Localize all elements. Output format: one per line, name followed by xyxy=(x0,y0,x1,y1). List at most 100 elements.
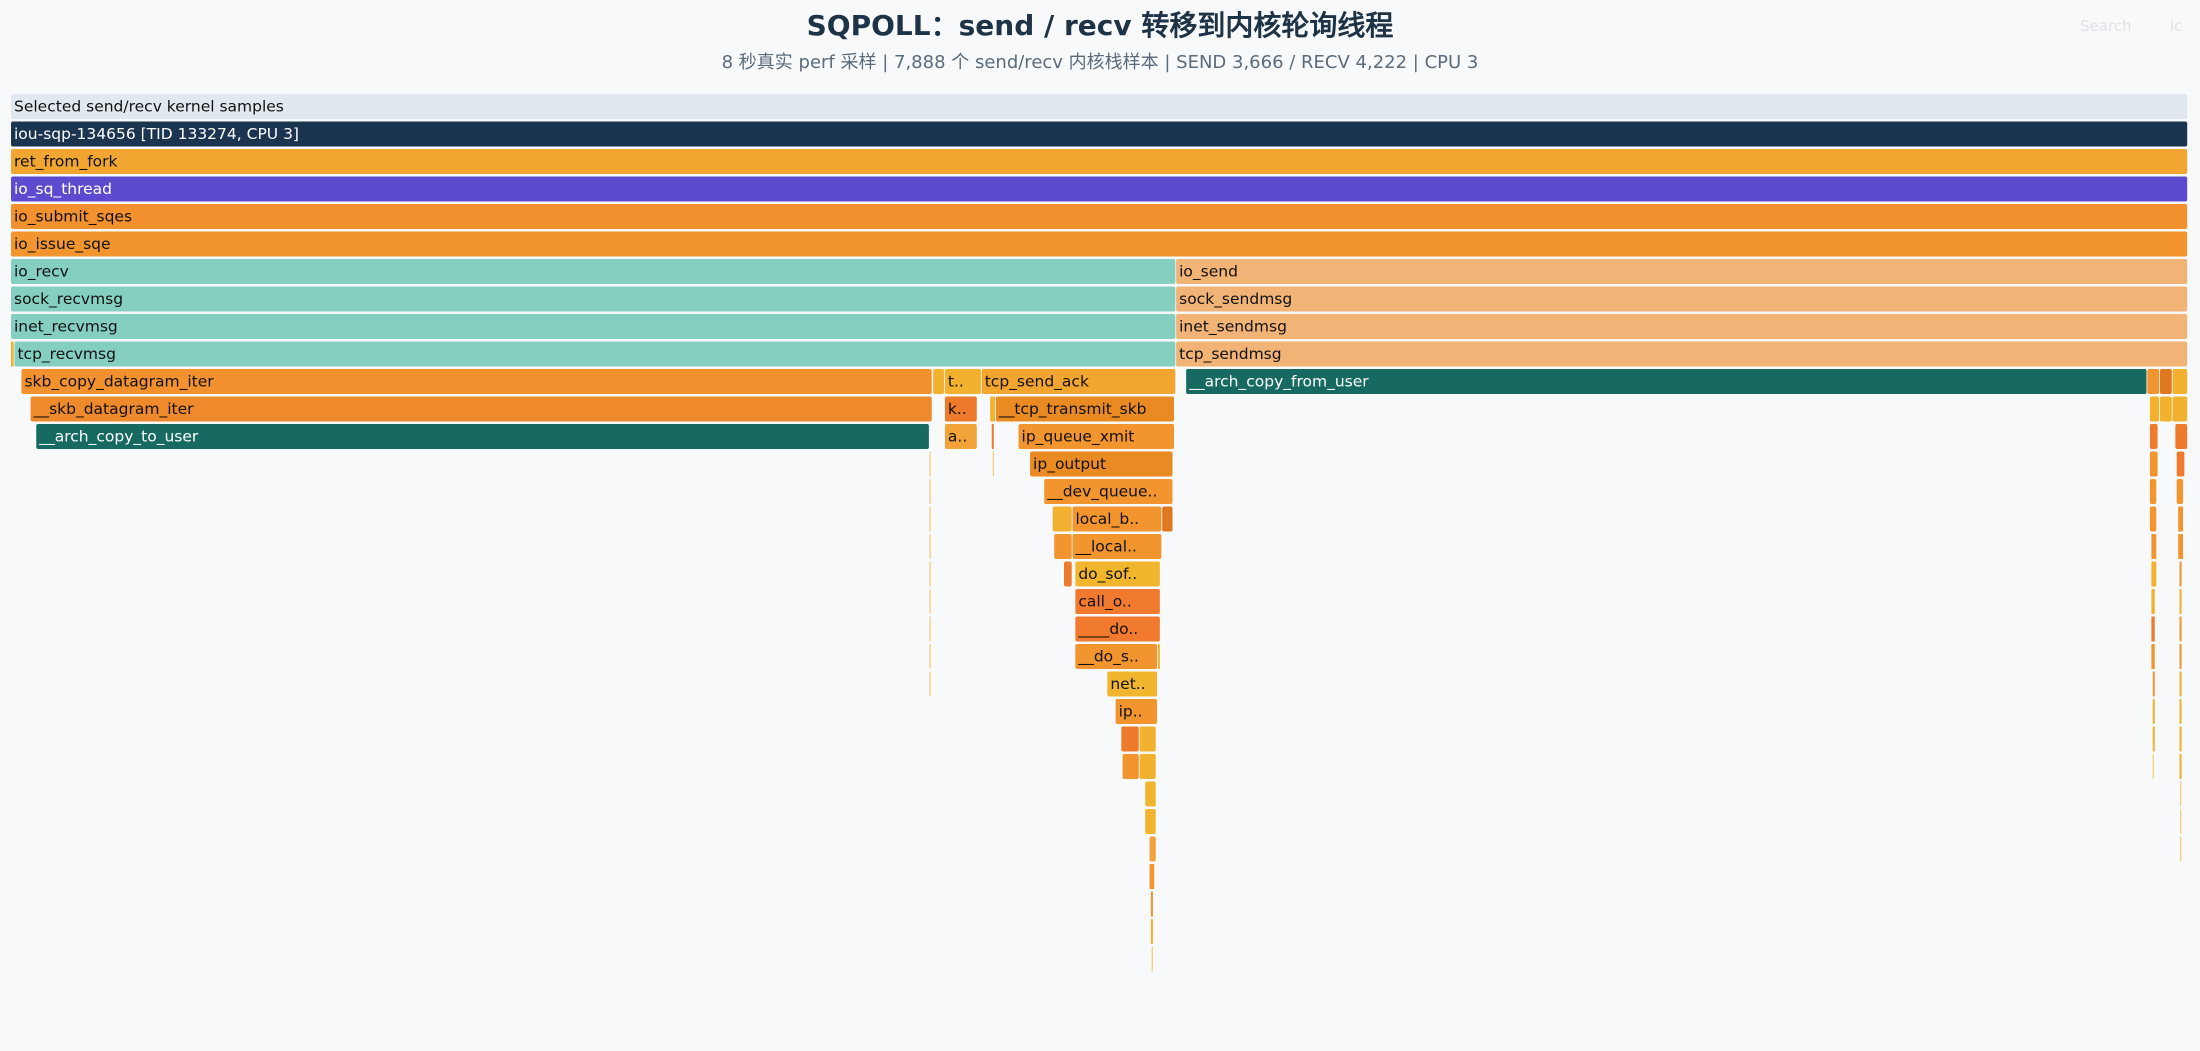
flame-frame-rect[interactable] xyxy=(2149,451,2158,477)
flame-frame[interactable] xyxy=(2178,506,2184,532)
flame-frame[interactable]: io_sq_thread xyxy=(11,176,2188,202)
flame-frame[interactable]: __dev_queue.. xyxy=(1044,479,1173,504)
flame-frame-rect[interactable] xyxy=(1075,616,1160,642)
flame-frame-rect[interactable] xyxy=(2151,616,2155,642)
flame-frame-rect[interactable] xyxy=(1149,864,1155,889)
flame-frame-rect[interactable] xyxy=(944,369,981,394)
flame-frame[interactable] xyxy=(1121,726,1139,752)
flame-frame[interactable] xyxy=(2172,369,2188,394)
flame-frame-rect[interactable] xyxy=(929,479,931,504)
flame-frame[interactable] xyxy=(2179,616,2182,642)
flame-frame-rect[interactable] xyxy=(2159,396,2172,422)
flame-frame[interactable] xyxy=(2149,396,2160,422)
flame-frame-rect[interactable] xyxy=(30,396,932,422)
flame-frame-rect[interactable] xyxy=(944,396,977,422)
flame-frame[interactable]: ip.. xyxy=(1115,699,1158,724)
flame-frame[interactable] xyxy=(2172,396,2188,422)
flame-frame-rect[interactable] xyxy=(2149,479,2157,504)
flame-frame[interactable] xyxy=(2151,589,2155,614)
flame-frame[interactable] xyxy=(1145,809,1156,834)
flame-frame-rect[interactable] xyxy=(1075,561,1160,587)
flame-frame[interactable] xyxy=(1157,644,1160,669)
flame-frame[interactable] xyxy=(1149,836,1156,862)
flame-frame[interactable] xyxy=(1052,506,1072,532)
flame-frame[interactable] xyxy=(2179,644,2182,669)
flame-frame[interactable] xyxy=(2159,369,2172,394)
flame-frame[interactable] xyxy=(929,506,931,532)
flame-frame-rect[interactable] xyxy=(929,644,931,669)
flame-frame-rect[interactable] xyxy=(11,314,1176,339)
flame-frame-rect[interactable] xyxy=(1139,754,1156,779)
flame-frame[interactable] xyxy=(2149,451,2158,477)
flame-frame[interactable] xyxy=(929,561,931,587)
flame-frame-rect[interactable] xyxy=(2180,781,2182,807)
flame-frame-rect[interactable] xyxy=(1150,919,1153,944)
flame-frame-rect[interactable] xyxy=(2179,726,2182,752)
flame-frame-rect[interactable] xyxy=(2179,754,2182,779)
flame-frame-rect[interactable] xyxy=(2179,671,2182,697)
flame-frame[interactable]: sock_sendmsg xyxy=(1176,286,2188,312)
flame-frame-rect[interactable] xyxy=(2151,561,2157,587)
flame-frame-rect[interactable] xyxy=(2149,506,2157,532)
flame-frame-rect[interactable] xyxy=(1145,781,1156,807)
flame-frame-rect[interactable] xyxy=(11,94,2188,119)
flame-frame-rect[interactable] xyxy=(929,561,931,587)
flame-frame[interactable]: __do_s.. xyxy=(1075,644,1158,669)
flame-frame-rect[interactable] xyxy=(21,369,932,394)
flame-frame-rect[interactable] xyxy=(2149,396,2160,422)
flame-frame[interactable] xyxy=(1139,726,1156,752)
flame-frame-rect[interactable] xyxy=(2152,726,2155,752)
flame-frame[interactable] xyxy=(929,616,931,642)
flame-frame[interactable] xyxy=(2151,616,2155,642)
flame-frame-rect[interactable] xyxy=(1176,341,2188,367)
flame-frame[interactable] xyxy=(2179,699,2182,724)
flame-frame[interactable] xyxy=(11,341,14,367)
flame-frame[interactable]: ret_from_fork xyxy=(11,149,2188,174)
flame-frame[interactable] xyxy=(2179,671,2182,697)
flame-frame-rect[interactable] xyxy=(1150,891,1153,917)
flame-frame-rect[interactable] xyxy=(11,176,2188,202)
flame-frame[interactable] xyxy=(2149,506,2157,532)
flame-frame-rect[interactable] xyxy=(995,396,1175,422)
flame-frame[interactable] xyxy=(2179,726,2182,752)
flame-frame[interactable] xyxy=(2176,451,2185,477)
flame-frame-rect[interactable] xyxy=(2151,534,2157,559)
flame-frame[interactable]: skb_copy_datagram_iter xyxy=(21,369,932,394)
flame-frame[interactable] xyxy=(1150,919,1153,944)
flame-frame[interactable] xyxy=(1139,754,1156,779)
flame-frame-rect[interactable] xyxy=(929,534,931,559)
flame-frame-rect[interactable] xyxy=(1072,506,1162,532)
flame-frame[interactable] xyxy=(2151,534,2157,559)
flame-frame[interactable] xyxy=(933,369,945,394)
flame-frame[interactable] xyxy=(2147,369,2160,394)
flame-frame[interactable]: iou-sqp-134656 [TID 133274, CPU 3] xyxy=(11,121,2188,147)
flame-frame-rect[interactable] xyxy=(1176,314,2188,339)
flame-frame[interactable]: a.. xyxy=(944,424,977,449)
flame-frame-rect[interactable] xyxy=(1054,534,1072,559)
flame-frame-rect[interactable] xyxy=(14,341,1176,367)
flame-frame[interactable] xyxy=(2151,561,2157,587)
flame-frame-rect[interactable] xyxy=(929,671,931,697)
flame-frame[interactable] xyxy=(991,424,994,449)
flame-frame-rect[interactable] xyxy=(2151,644,2155,669)
flame-frame[interactable]: io_submit_sqes xyxy=(11,204,2188,229)
flame-frame[interactable] xyxy=(2179,561,2182,587)
flame-frame-rect[interactable] xyxy=(1075,589,1160,614)
flame-frame-rect[interactable] xyxy=(1052,506,1072,532)
flame-frame-rect[interactable] xyxy=(2179,561,2182,587)
flame-frame[interactable] xyxy=(1145,781,1156,807)
flame-frame-rect[interactable] xyxy=(11,149,2188,174)
flame-frame[interactable] xyxy=(2178,534,2184,559)
flame-frame-rect[interactable] xyxy=(1064,561,1072,587)
flame-frame-rect[interactable] xyxy=(2152,754,2154,779)
flame-frame-rect[interactable] xyxy=(2178,534,2184,559)
flame-frame-rect[interactable] xyxy=(1157,644,1160,669)
flame-frame-rect[interactable] xyxy=(11,204,2188,229)
flame-frame-rect[interactable] xyxy=(2152,699,2155,724)
search-button[interactable]: Search xyxy=(2080,17,2132,35)
flame-frame-rect[interactable] xyxy=(2149,424,2158,449)
flame-frame[interactable] xyxy=(2149,479,2157,504)
flame-frame-rect[interactable] xyxy=(2152,671,2155,697)
flame-frame-rect[interactable] xyxy=(1107,671,1158,697)
flame-frame-rect[interactable] xyxy=(1186,369,2147,394)
